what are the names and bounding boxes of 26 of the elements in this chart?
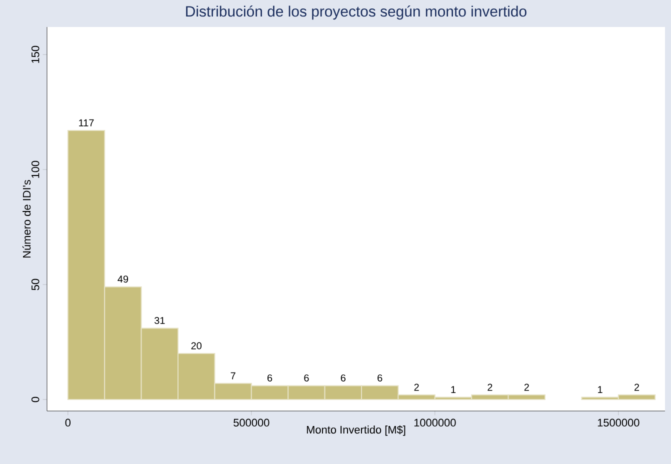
data-label: 2 (524, 384, 529, 391)
data-label: 6 (378, 374, 382, 382)
data-label: 117 (79, 119, 94, 126)
x-tick-label: 500000 (234, 418, 270, 427)
data-label: 2 (414, 384, 419, 391)
data-label: 1 (451, 386, 456, 394)
data-label: 20 (191, 342, 202, 350)
data-label: 2 (634, 384, 640, 391)
chart-title: Distribución de los proyectos según monto invertido (186, 6, 526, 20)
data-label: 6 (340, 374, 346, 382)
y-tick-label: 150 (31, 46, 40, 63)
data-label: 6 (267, 374, 272, 382)
data-label: 49 (118, 276, 128, 283)
y-tick-label: 50 (31, 278, 40, 290)
x-tick-label: 0 (65, 418, 71, 427)
y-tick-label: 100 (31, 160, 40, 178)
data-label: 31 (154, 316, 165, 324)
y-tick-label: 0 (31, 396, 40, 402)
data-label: 2 (488, 384, 492, 391)
data-label: 7 (230, 372, 236, 380)
x-tick-label: 1000000 (414, 418, 456, 427)
x-tick-label: 1500000 (598, 418, 640, 427)
y-axis-title: Número de IDI's (22, 180, 31, 258)
data-label: 6 (304, 374, 309, 382)
x-axis-title: Monto Invertido [M$] (306, 425, 406, 436)
data-label: 1 (598, 386, 602, 394)
